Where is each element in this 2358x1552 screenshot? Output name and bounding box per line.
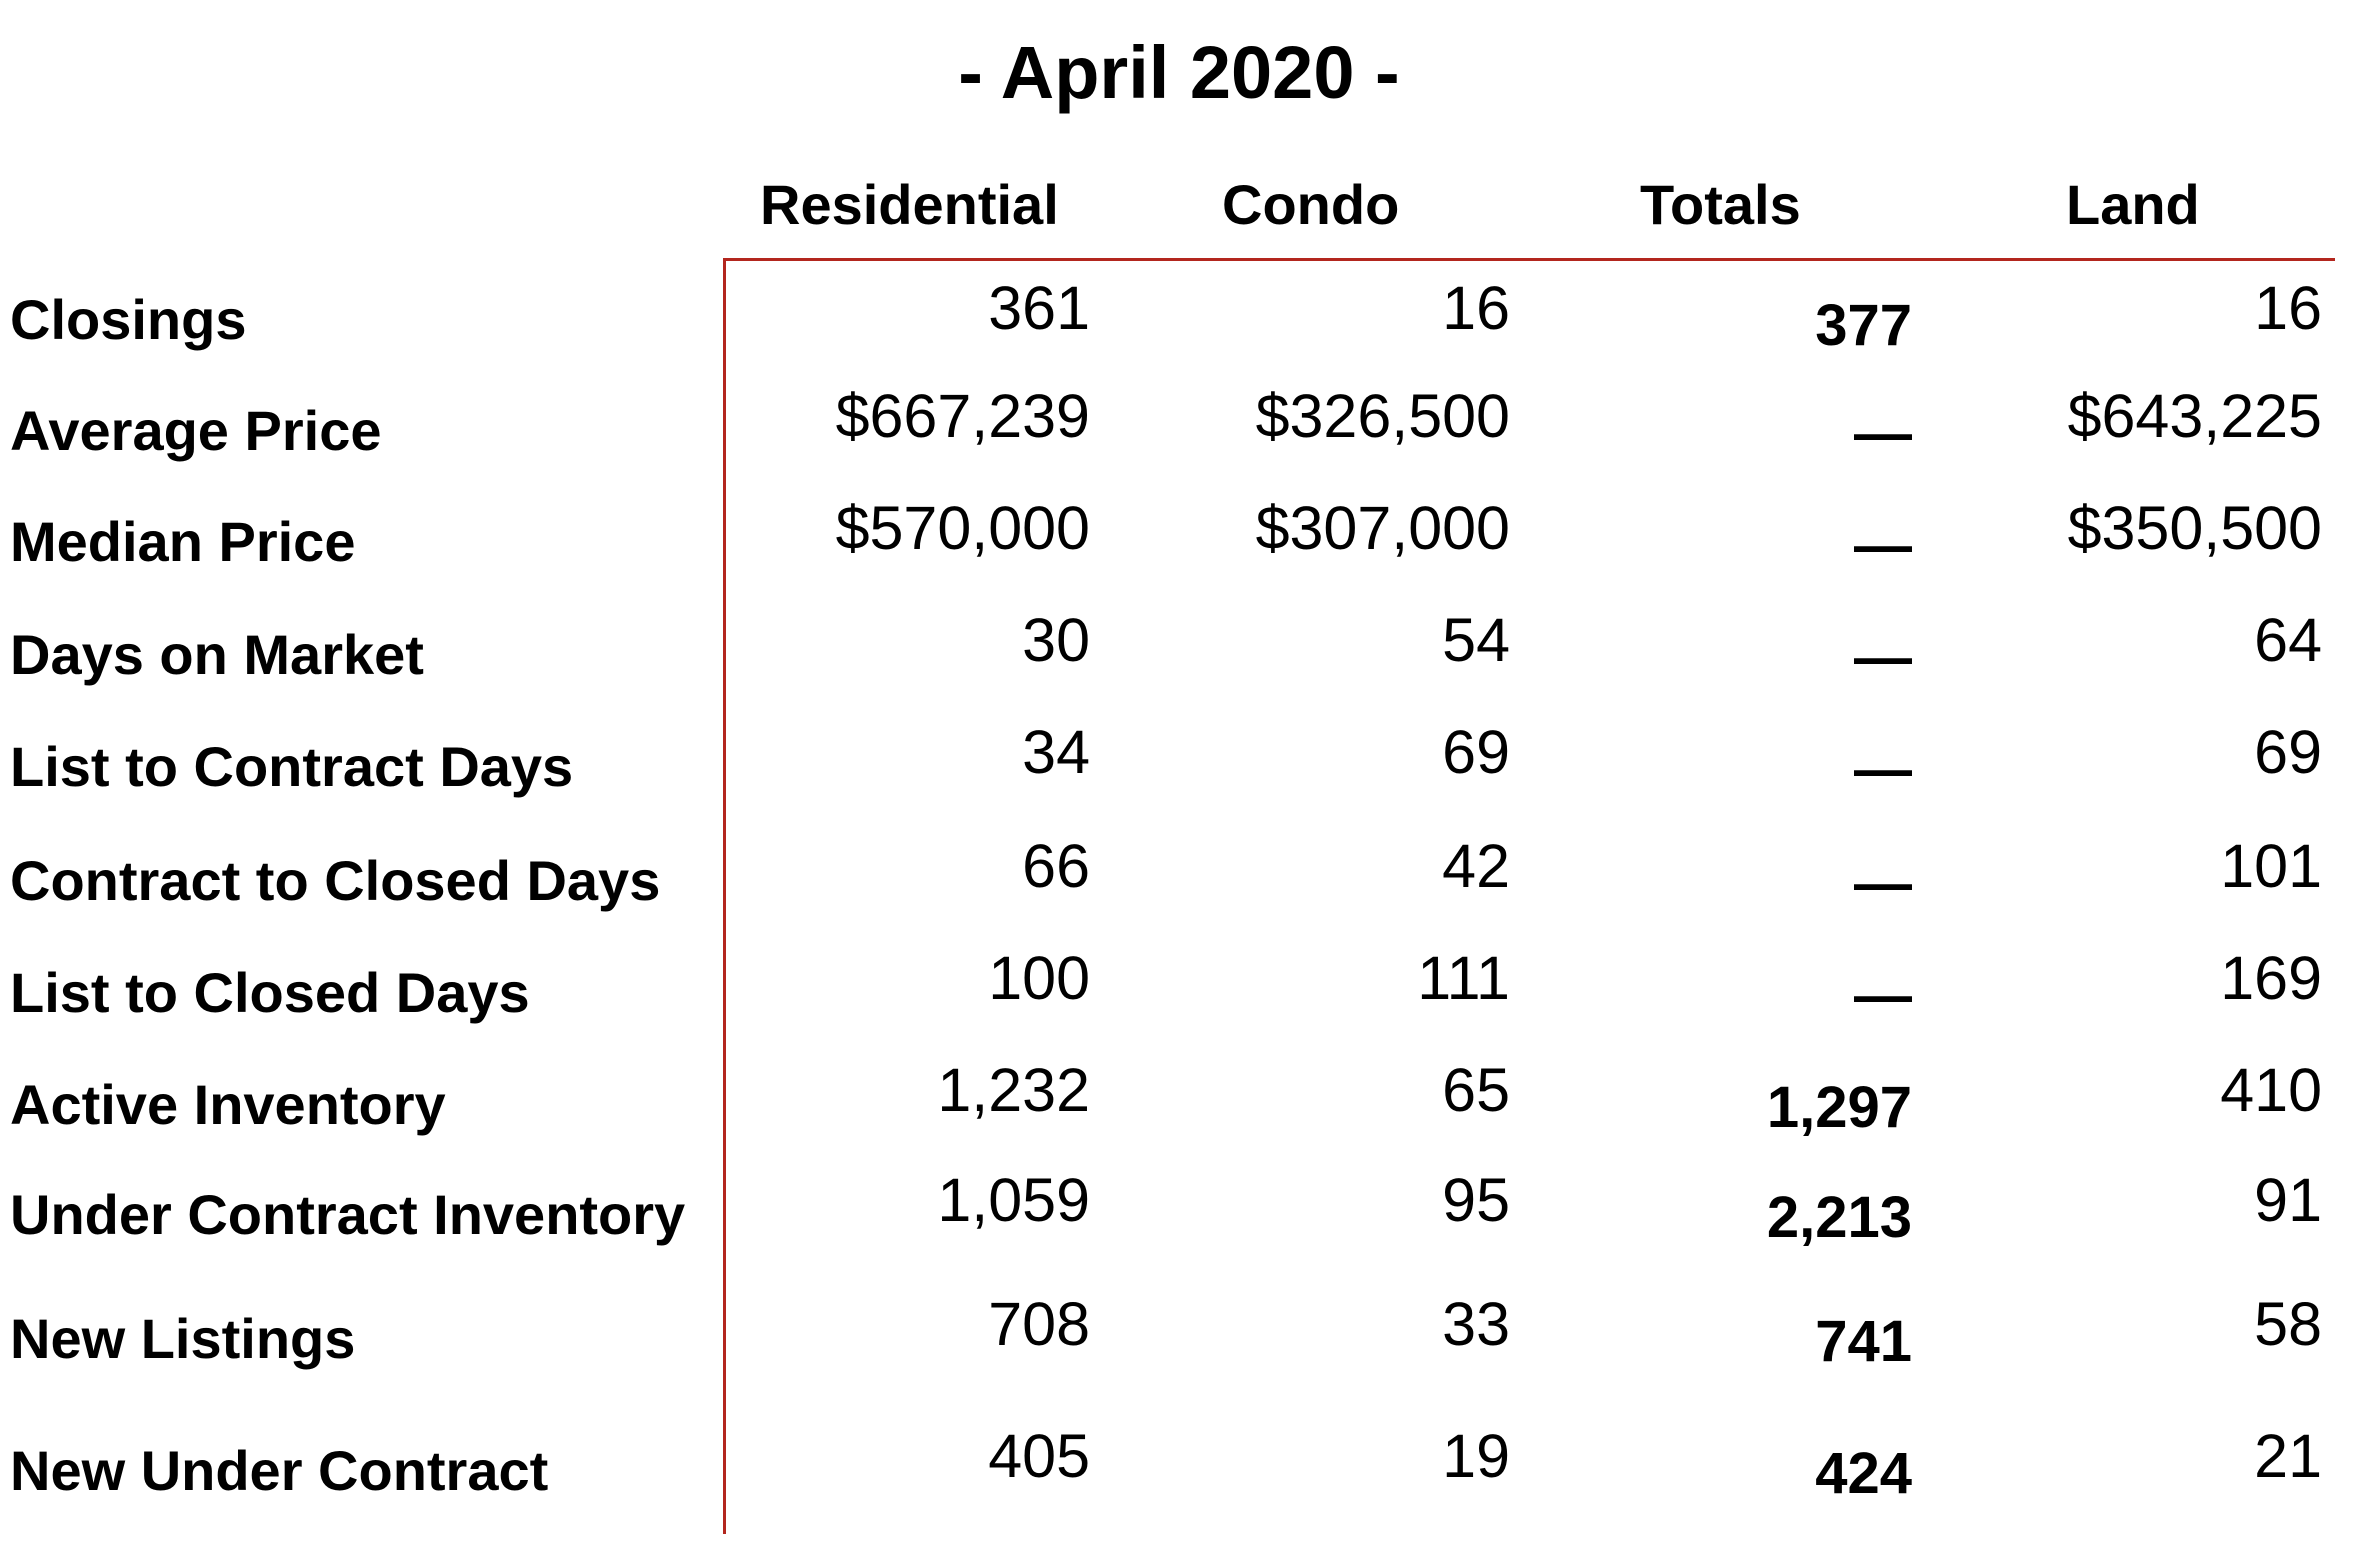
cell-residential: $570,000 bbox=[835, 494, 1090, 562]
row-label: Active Inventory bbox=[10, 1073, 446, 1136]
column-header-land: Land bbox=[2066, 173, 2200, 236]
cell-residential: 708 bbox=[988, 1290, 1090, 1358]
cell-condo: 65 bbox=[1442, 1056, 1510, 1124]
row-label: Contract to Closed Days bbox=[10, 849, 661, 912]
cell-land: 101 bbox=[2220, 832, 2322, 900]
cell-land: 21 bbox=[2254, 1422, 2322, 1490]
cell-totals: — bbox=[1854, 513, 1912, 578]
cell-condo: 42 bbox=[1442, 832, 1510, 900]
cell-residential: 34 bbox=[1022, 718, 1090, 786]
cell-condo: 19 bbox=[1442, 1422, 1510, 1490]
cell-totals: 377 bbox=[1815, 293, 1912, 358]
cell-land: $643,225 bbox=[2067, 382, 2322, 450]
cell-condo: 33 bbox=[1442, 1290, 1510, 1358]
cell-condo: 111 bbox=[1417, 944, 1510, 1012]
cell-condo: 69 bbox=[1442, 718, 1510, 786]
row-label: Average Price bbox=[10, 399, 382, 462]
cell-land: 91 bbox=[2254, 1166, 2322, 1234]
cell-totals: — bbox=[1854, 625, 1912, 690]
cell-land: 69 bbox=[2254, 718, 2322, 786]
row-label: New Listings bbox=[10, 1307, 356, 1370]
cell-totals: 741 bbox=[1815, 1309, 1912, 1374]
cell-residential: 1,059 bbox=[937, 1166, 1090, 1234]
row-label: List to Closed Days bbox=[10, 961, 530, 1024]
column-header-condo: Condo bbox=[1222, 173, 1400, 236]
cell-condo: $326,500 bbox=[1255, 382, 1510, 450]
cell-residential: 1,232 bbox=[937, 1056, 1090, 1124]
cell-land: 410 bbox=[2220, 1056, 2322, 1124]
row-label: List to Contract Days bbox=[10, 735, 574, 798]
cell-condo: 16 bbox=[1442, 274, 1510, 342]
row-label: Median Price bbox=[10, 510, 356, 573]
page-title: - April 2020 - bbox=[958, 31, 1400, 114]
row-label: Days on Market bbox=[10, 623, 424, 686]
cell-land: 16 bbox=[2254, 274, 2322, 342]
cell-condo: $307,000 bbox=[1255, 494, 1510, 562]
cell-totals: — bbox=[1854, 851, 1912, 916]
column-header-totals: Totals bbox=[1640, 173, 1801, 236]
cell-residential: 66 bbox=[1022, 832, 1090, 900]
cell-residential: 100 bbox=[988, 944, 1090, 1012]
cell-land: $350,500 bbox=[2067, 494, 2322, 562]
cell-totals: 1,297 bbox=[1766, 1075, 1912, 1140]
cell-totals: 2,213 bbox=[1766, 1185, 1912, 1250]
cell-totals: — bbox=[1854, 401, 1912, 466]
cell-land: 64 bbox=[2254, 606, 2322, 674]
label-divider bbox=[723, 258, 726, 1534]
cell-condo: 54 bbox=[1442, 606, 1510, 674]
row-label: Closings bbox=[10, 288, 247, 351]
cell-land: 169 bbox=[2220, 944, 2322, 1012]
cell-residential: $667,239 bbox=[835, 382, 1090, 450]
cell-residential: 405 bbox=[988, 1422, 1090, 1490]
cell-residential: 30 bbox=[1022, 606, 1090, 674]
cell-totals: 424 bbox=[1815, 1441, 1912, 1506]
cell-totals: — bbox=[1854, 737, 1912, 802]
cell-land: 58 bbox=[2254, 1290, 2322, 1358]
header-divider bbox=[723, 258, 2335, 261]
cell-totals: — bbox=[1854, 963, 1912, 1028]
cell-condo: 95 bbox=[1442, 1166, 1510, 1234]
row-label: New Under Contract bbox=[10, 1439, 549, 1502]
row-label: Under Contract Inventory bbox=[10, 1183, 686, 1246]
cell-residential: 361 bbox=[988, 274, 1090, 342]
column-header-residential: Residential bbox=[760, 173, 1059, 236]
